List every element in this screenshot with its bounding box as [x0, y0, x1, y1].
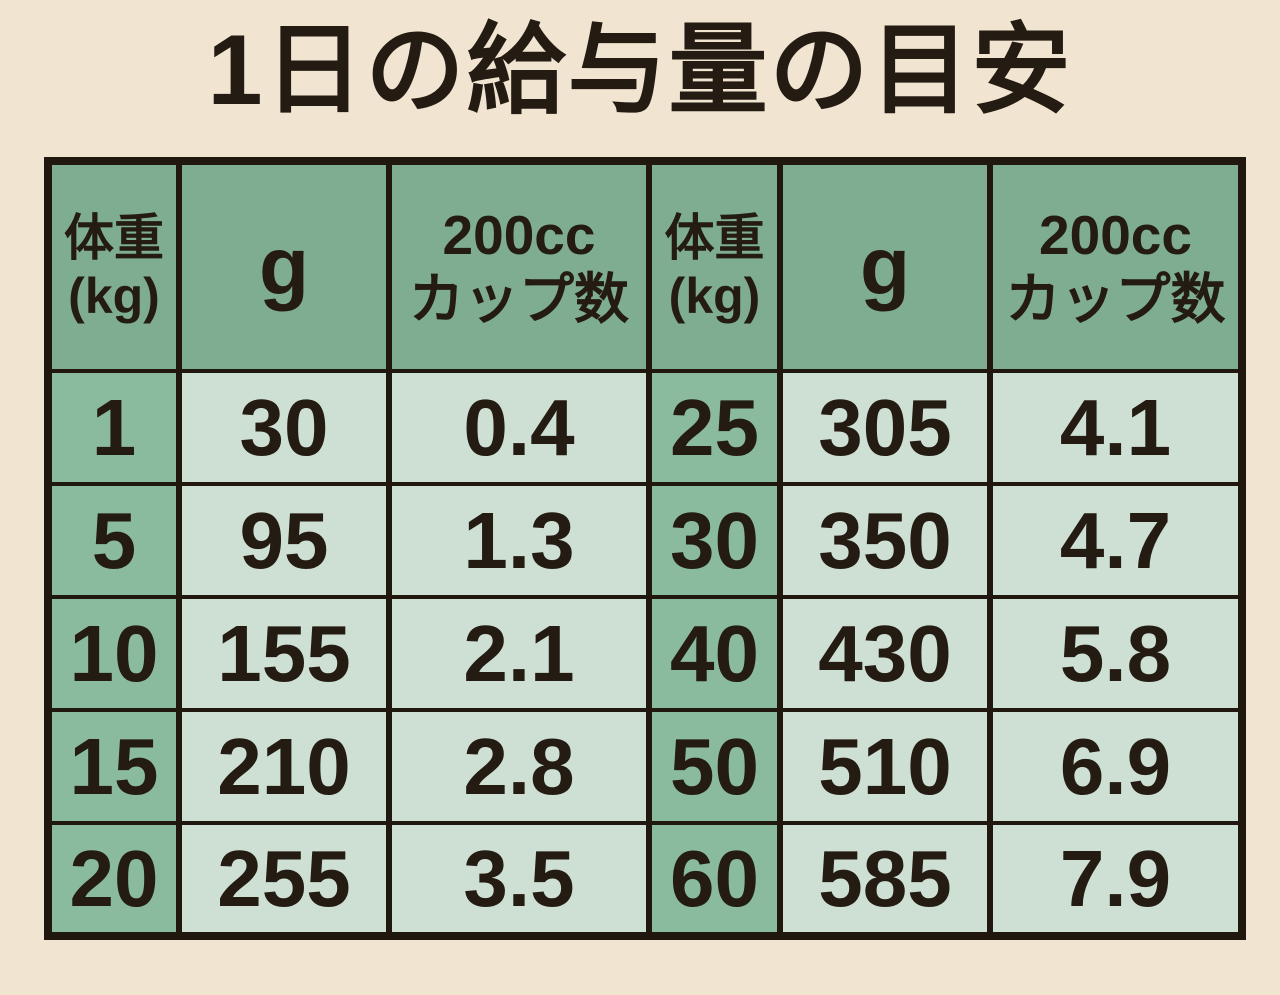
header-weight-right: 体重 (kg)	[646, 159, 783, 373]
weight-cell: 20	[45, 821, 182, 938]
weight-cell: 1	[45, 369, 182, 486]
grams-cell: 350	[777, 482, 993, 599]
grams-cell: 255	[176, 821, 392, 938]
header-cups-left-line1: 200cc	[442, 204, 596, 266]
table-row: 10 155 2.1 40 430 5.8	[45, 595, 1245, 712]
grams-cell: 30	[176, 369, 392, 486]
header-cups-right: 200cc カップ数	[987, 159, 1245, 373]
header-cups-left-line2: カップ数	[408, 268, 629, 330]
header-weight-left-line2: (kg)	[68, 268, 160, 324]
cups-cell: 1.3	[386, 482, 652, 599]
grams-cell: 305	[777, 369, 993, 486]
weight-cell: 30	[646, 482, 783, 599]
table-row: 15 210 2.8 50 510 6.9	[45, 708, 1245, 825]
grams-cell: 155	[176, 595, 392, 712]
cups-cell: 2.1	[386, 595, 652, 712]
grams-cell: 430	[777, 595, 993, 712]
table-row: 20 255 3.5 60 585 7.9	[45, 821, 1245, 938]
grams-cell: 95	[176, 482, 392, 599]
header-weight-right-line2: (kg)	[668, 268, 761, 324]
grams-cell: 210	[176, 708, 392, 825]
table-row: 5 95 1.3 30 350 4.7	[45, 482, 1245, 599]
cups-cell: 4.7	[987, 482, 1245, 599]
grams-cell: 510	[777, 708, 993, 825]
grams-cell: 585	[777, 821, 993, 938]
table-header-row: 体重 (kg) g 200cc カップ数 体重 (kg) g 200cc カップ…	[45, 159, 1245, 373]
weight-cell: 15	[45, 708, 182, 825]
header-grams-right: g	[777, 159, 993, 373]
header-grams-left: g	[176, 159, 392, 373]
weight-cell: 50	[646, 708, 783, 825]
header-cups-left: 200cc カップ数	[386, 159, 652, 373]
header-weight-left: 体重 (kg)	[45, 159, 182, 373]
weight-cell: 40	[646, 595, 783, 712]
header-weight-left-line1: 体重	[64, 210, 164, 266]
cups-cell: 0.4	[386, 369, 652, 486]
feeding-amount-table: 体重 (kg) g 200cc カップ数 体重 (kg) g 200cc カップ…	[44, 157, 1246, 940]
weight-cell: 25	[646, 369, 783, 486]
cups-cell: 6.9	[987, 708, 1245, 825]
weight-cell: 60	[646, 821, 783, 938]
header-cups-right-line2: カップ数	[1005, 268, 1226, 330]
weight-cell: 10	[45, 595, 182, 712]
cups-cell: 4.1	[987, 369, 1245, 486]
cups-cell: 2.8	[386, 708, 652, 825]
cups-cell: 5.8	[987, 595, 1245, 712]
cups-cell: 3.5	[386, 821, 652, 938]
header-cups-right-line1: 200cc	[1039, 204, 1192, 266]
header-weight-right-line1: 体重	[664, 210, 765, 266]
page-title: 1日の給与量の目安	[207, 14, 1073, 125]
cups-cell: 7.9	[987, 821, 1245, 938]
table-row: 1 30 0.4 25 305 4.1	[45, 369, 1245, 486]
weight-cell: 5	[45, 482, 182, 599]
